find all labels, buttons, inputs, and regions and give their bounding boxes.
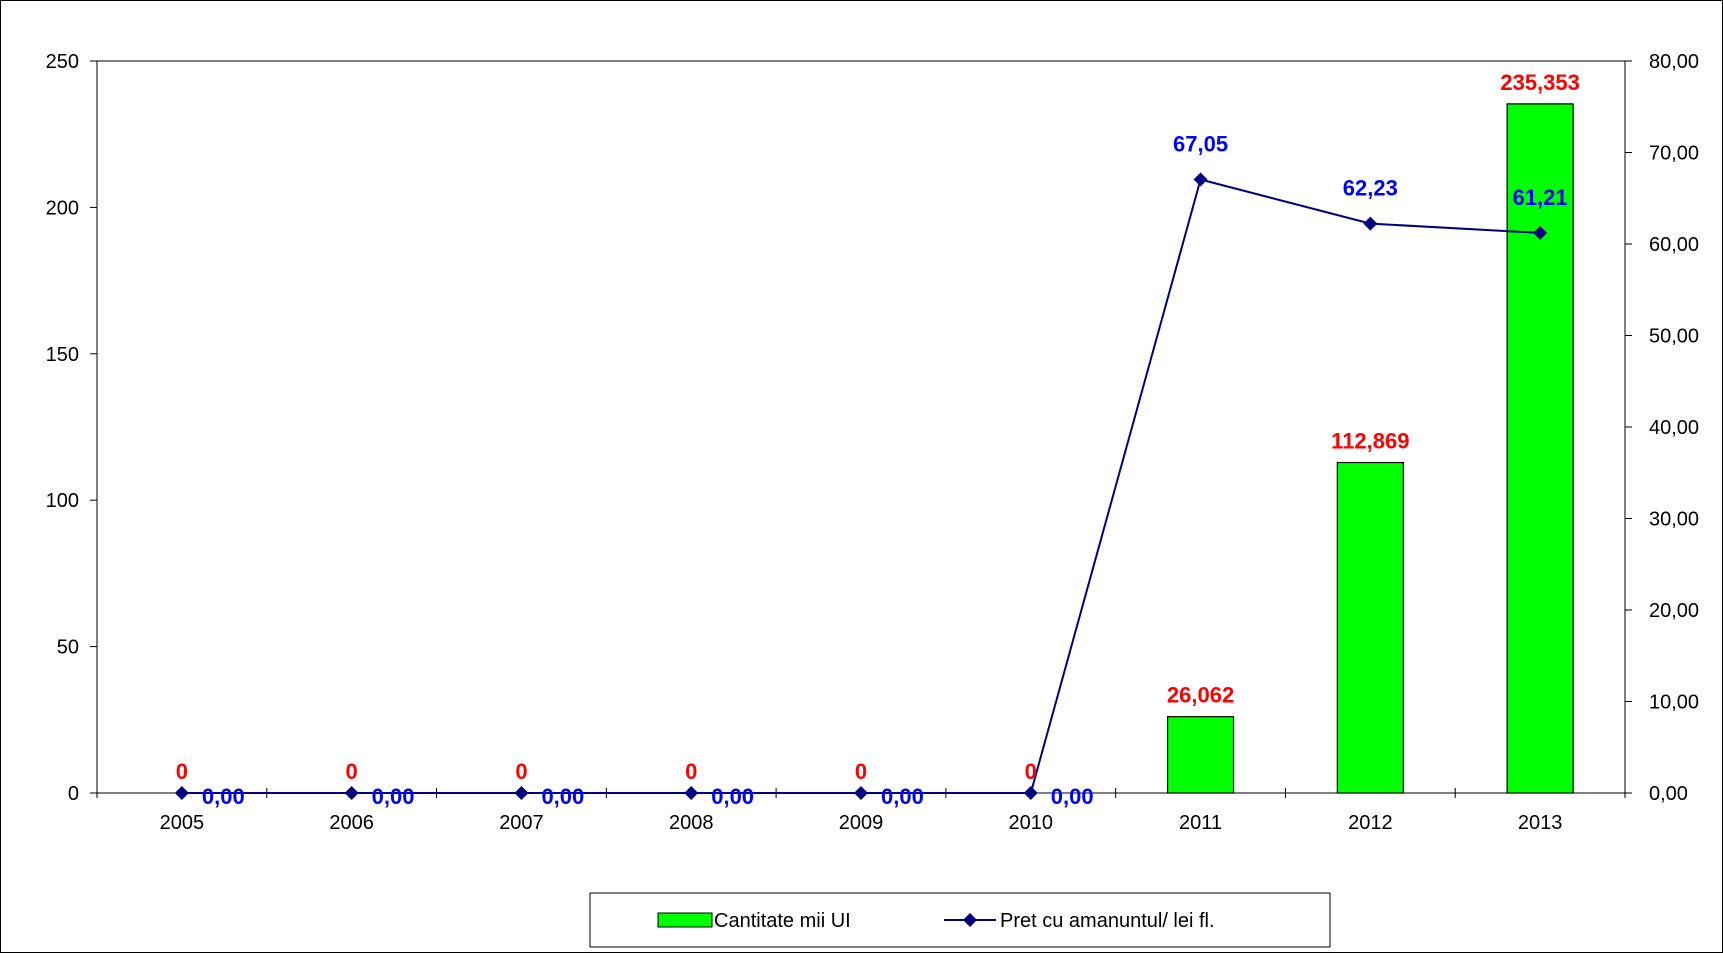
bar-data-label: 26,062: [1167, 683, 1234, 708]
line-data-label: 67,05: [1173, 131, 1228, 156]
line-data-label: 0,00: [202, 784, 245, 809]
line-data-label: 0,00: [881, 784, 924, 809]
y-right-tick-label: 10,00: [1649, 692, 1699, 714]
x-tick-label: 2009: [839, 812, 884, 834]
y-left-tick-label: 150: [46, 344, 79, 366]
line-marker: [684, 786, 699, 800]
line-marker: [1363, 216, 1378, 231]
line-marker: [854, 786, 868, 800]
bar-data-label: 0: [855, 759, 867, 784]
y-right-tick-label: 40,00: [1649, 417, 1699, 439]
legend: Cantitate mii UI Pret cu amanuntul/ lei f…: [589, 892, 1331, 948]
bar: [1166, 716, 1235, 794]
y-left-tick-label: 200: [46, 197, 79, 219]
line-data-label: 61,21: [1513, 185, 1568, 210]
y-left-tick-label: 50: [57, 637, 79, 659]
bar-data-label: 0: [176, 759, 188, 784]
bar: [1336, 461, 1404, 794]
bar-data-label: 0: [1025, 759, 1037, 784]
x-tick-label: 2011: [1179, 812, 1222, 834]
line-marker: [344, 786, 359, 800]
line-marker: [1533, 225, 1548, 240]
bar-data-label: 0: [515, 759, 527, 784]
y-right-tick-label: 70,00: [1649, 143, 1699, 165]
x-tick-label: 2012: [1348, 812, 1393, 834]
line-data-label: 0,00: [1051, 784, 1094, 809]
line-data-label: 0,00: [541, 784, 584, 809]
bar-data-label: 112,869: [1331, 429, 1409, 454]
y-right-tick-label: 30,00: [1649, 509, 1699, 531]
y-left-tick-label: 100: [46, 490, 79, 512]
bar: [1506, 103, 1574, 794]
line-marker: [1023, 786, 1038, 800]
bar-data-label: 0: [685, 759, 697, 784]
line-marker: [1193, 172, 1208, 187]
legend-label-bars: Cantitate mii UI: [714, 910, 851, 932]
legend-swatch-marker: [963, 913, 977, 927]
bar-data-label: 0: [346, 759, 358, 784]
y-right-tick-label: 50,00: [1649, 326, 1699, 348]
bars-group: [1166, 103, 1574, 794]
line-data-label: 0,00: [711, 784, 754, 809]
x-tick-label: 2008: [669, 812, 714, 834]
x-tick-label: 2007: [499, 812, 544, 834]
x-tick-label: 2005: [160, 812, 205, 834]
line-marker: [174, 786, 189, 800]
y-right-tick-label: 80,00: [1649, 51, 1699, 73]
y-left-tick-label: 0: [68, 783, 79, 805]
data-labels-group: 0 0 0 0 0 0 26,062 112,869 235,353 0,00 0,00 0,00 0,…: [176, 70, 1580, 809]
legend-swatch-bars: [657, 912, 713, 928]
line-marker: [514, 786, 529, 800]
line-data-label: 0,00: [372, 784, 415, 809]
x-tick-label: 2010: [1009, 812, 1054, 834]
bar-data-label: 235,353: [1500, 70, 1580, 95]
y-right-tick-label: 60,00: [1649, 234, 1699, 256]
x-tick-label: 2006: [329, 812, 374, 834]
x-tick-label: 2013: [1518, 812, 1563, 834]
y-left-tick-label: 250: [46, 51, 79, 73]
axes-group: 0 50 100 150 200 250 0,00 10,00 20,00 30,00 40,00 5…: [46, 51, 1699, 834]
line-group: [174, 172, 1548, 800]
y-right-tick-label: 0,00: [1649, 783, 1688, 805]
y-right-tick-label: 20,00: [1649, 600, 1699, 622]
line-data-label: 62,23: [1343, 176, 1398, 201]
legend-label-line: Pret cu amanuntul/ lei fl.: [1000, 910, 1215, 932]
